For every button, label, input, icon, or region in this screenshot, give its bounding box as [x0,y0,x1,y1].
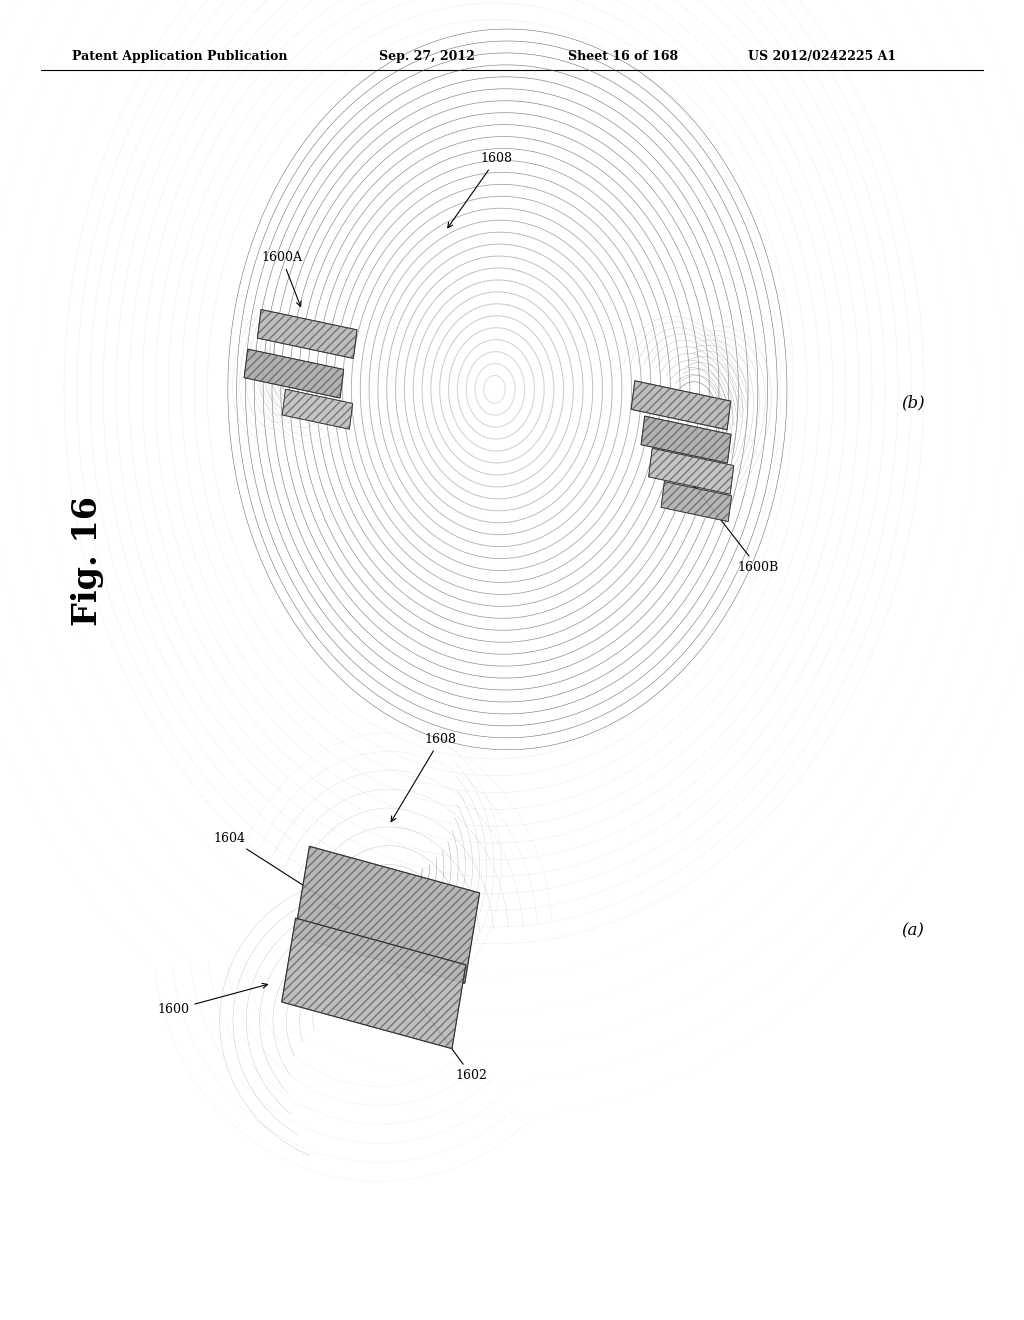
Polygon shape [648,449,734,494]
Polygon shape [295,846,479,983]
Text: Fig. 16: Fig. 16 [71,496,103,626]
Text: 1604: 1604 [214,832,340,908]
Text: Sep. 27, 2012: Sep. 27, 2012 [379,50,475,63]
Text: (b): (b) [901,395,925,411]
Polygon shape [257,309,357,359]
Text: 1600B: 1600B [693,484,778,574]
Polygon shape [631,380,731,430]
Text: Patent Application Publication: Patent Application Publication [72,50,287,63]
Text: (a): (a) [901,923,924,939]
Text: 1600: 1600 [158,983,267,1016]
Polygon shape [282,919,466,1048]
Polygon shape [641,416,731,463]
Text: 1600A: 1600A [261,251,302,306]
Text: Sheet 16 of 168: Sheet 16 of 168 [568,50,679,63]
Polygon shape [283,389,352,429]
Text: 1608: 1608 [391,733,457,821]
Text: US 2012/0242225 A1: US 2012/0242225 A1 [748,50,896,63]
Polygon shape [244,348,344,399]
Polygon shape [662,482,731,521]
Text: 1602: 1602 [396,973,487,1082]
Text: 1608: 1608 [447,152,513,228]
